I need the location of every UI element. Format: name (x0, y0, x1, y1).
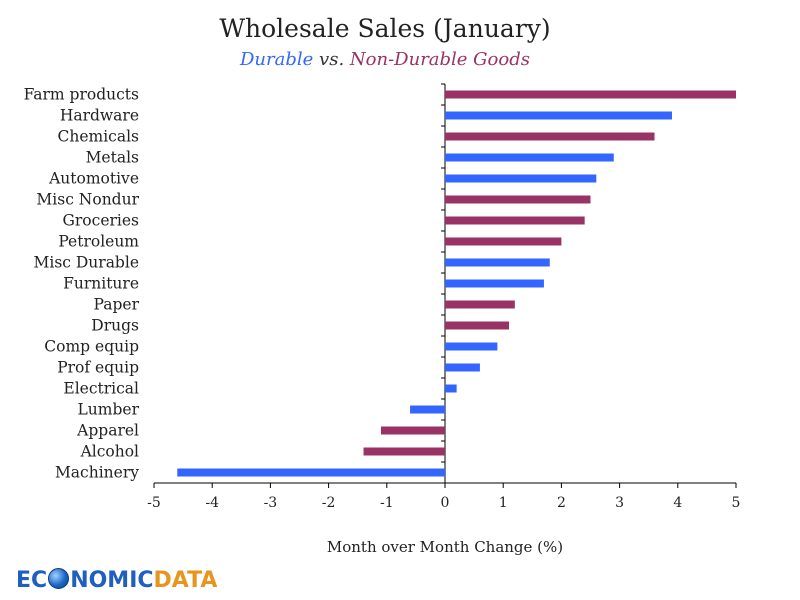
category-label: Apparel (76, 422, 139, 440)
bar-metals (445, 153, 614, 162)
category-label: Drugs (91, 317, 139, 335)
chart-title: Wholesale Sales (January) (219, 14, 551, 43)
bar-petroleum (445, 237, 562, 246)
labels-layer: -5 -4 -3 -2 -1 0 1 2 3 4 5 Farm products Hardware Che… (24, 86, 741, 512)
chart-subtitle: Durable vs. Non-Durable Goods (0, 49, 770, 70)
category-label: Misc Nondur (36, 191, 139, 209)
subtitle-durable-label: Durable (240, 49, 314, 70)
x-tick-label: 3 (615, 495, 624, 511)
x-tick-label: 5 (732, 495, 741, 511)
bar-automotive (445, 174, 597, 183)
bar-chemicals (445, 132, 655, 141)
x-tick-label: -4 (205, 495, 219, 511)
category-label: Machinery (55, 464, 139, 482)
logo-text-data: DATA (153, 568, 218, 593)
category-label: Electrical (63, 380, 139, 398)
category-label: Chemicals (57, 128, 139, 146)
logo-text-ec: EC (16, 568, 48, 593)
bar-lumber (410, 405, 445, 414)
category-label: Petroleum (58, 233, 139, 251)
bar-misc-durable (445, 258, 550, 267)
category-label: Furniture (63, 275, 139, 293)
bar-alcohol (363, 447, 445, 456)
bar-furniture (445, 279, 544, 288)
category-label: Alcohol (80, 443, 139, 461)
bar-electrical (445, 384, 457, 393)
x-tick-label: 0 (441, 495, 450, 511)
category-label: Groceries (63, 212, 140, 230)
bar-misc-nondur (445, 195, 591, 204)
category-label: Comp equip (44, 338, 139, 356)
x-tick-label: -2 (322, 495, 336, 511)
category-label: Lumber (78, 401, 140, 419)
subtitle-nondurable-label: Non-Durable Goods (349, 49, 530, 70)
x-tick-label: -5 (147, 495, 161, 511)
x-tick-label: 4 (673, 495, 682, 511)
category-label: Farm products (24, 86, 139, 104)
category-label: Hardware (60, 107, 139, 125)
category-label: Automotive (48, 170, 139, 188)
globe-icon (48, 568, 70, 589)
category-label: Prof equip (57, 359, 139, 377)
category-label: Misc Durable (33, 254, 139, 272)
x-tick-label: -1 (380, 495, 394, 511)
bar-apparel (380, 426, 445, 435)
category-label: Paper (94, 296, 140, 314)
x-tick-label: 2 (557, 495, 566, 511)
x-tick-label: -3 (264, 495, 278, 511)
x-axis-title: Month over Month Change (%) (327, 538, 563, 556)
bar-groceries (445, 216, 585, 225)
bar-farm-products (445, 90, 736, 99)
logo-text-nomic: NOMIC (70, 568, 154, 593)
bar-machinery (177, 468, 445, 477)
bar-drugs (445, 321, 510, 330)
bar-paper (445, 300, 515, 309)
bars-layer (177, 90, 736, 477)
economicdata-logo: EC NOMICDATA (16, 568, 217, 593)
bar-hardware (445, 111, 672, 120)
subtitle-vs-label: vs. (319, 49, 345, 70)
x-tick-label: 1 (499, 495, 508, 511)
bar-prof-equip (445, 363, 480, 372)
bar-comp-equip (445, 342, 498, 351)
category-label: Metals (86, 149, 139, 167)
